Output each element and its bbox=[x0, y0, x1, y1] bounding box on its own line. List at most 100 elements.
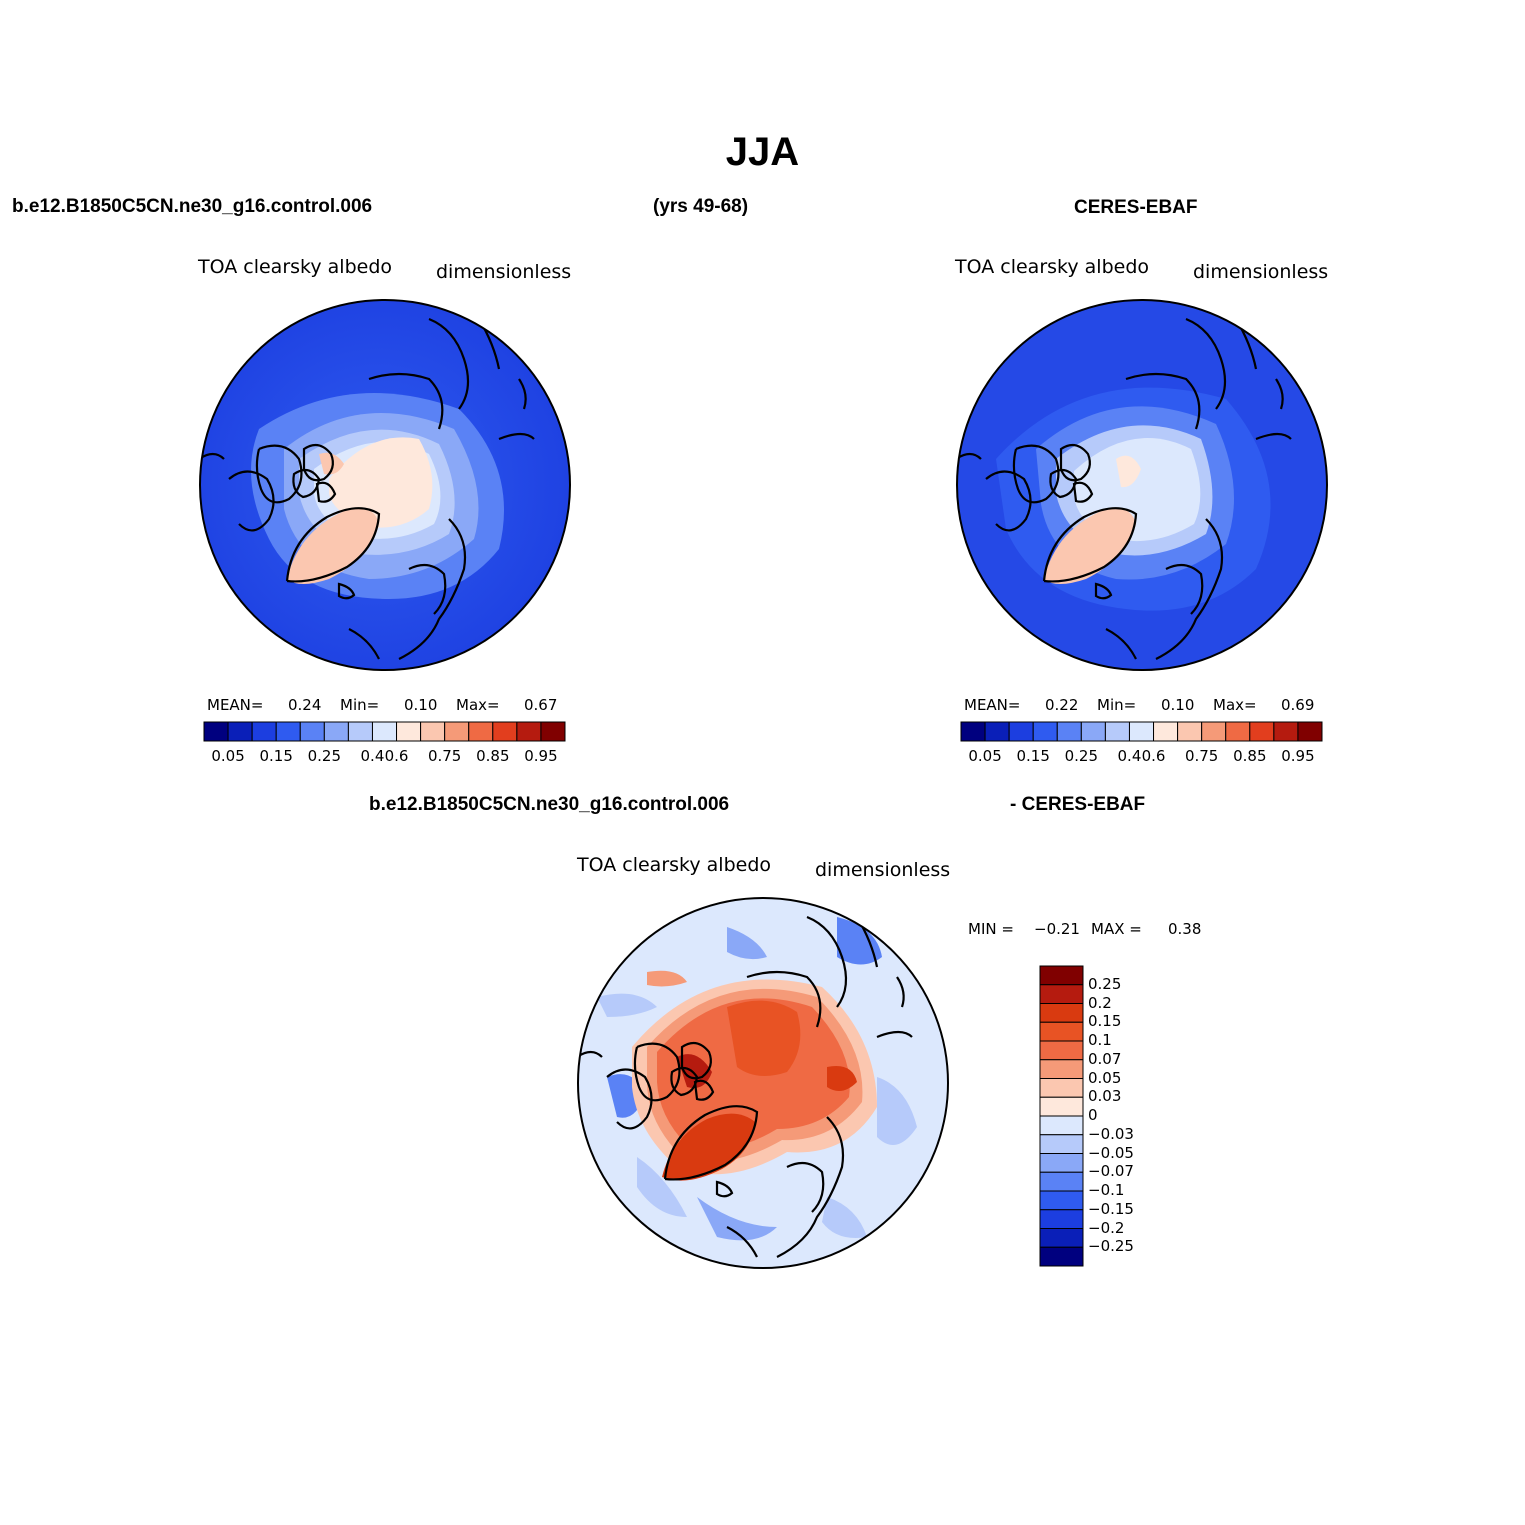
colorbar-swatch bbox=[1039, 1021, 1084, 1042]
colorbar-tick-label: 0.4 bbox=[360, 747, 385, 765]
colorbar-tick-label: −0.07 bbox=[1088, 1162, 1134, 1181]
colorbar-swatch bbox=[420, 721, 446, 742]
colorbar-swatch bbox=[299, 721, 325, 742]
colorbar-swatch bbox=[1273, 721, 1299, 742]
panel2-polar-map bbox=[956, 299, 1328, 671]
colorbar-swatch bbox=[275, 721, 301, 742]
colorbar-tick-label: 0.25 bbox=[307, 747, 342, 765]
panel1-units: dimensionless bbox=[436, 261, 572, 283]
colorbar-swatch bbox=[396, 721, 422, 742]
colorbar-tick-label: 0.05 bbox=[968, 747, 1002, 765]
colorbar-swatch bbox=[1039, 1228, 1084, 1248]
colorbar-swatch bbox=[1039, 1134, 1084, 1154]
panel2-max-label: Max= bbox=[1213, 696, 1257, 714]
panel2-variable: TOA clearsky albedo bbox=[955, 256, 1149, 278]
colorbar-tick-label: 0.95 bbox=[524, 747, 558, 765]
colorbar-swatch bbox=[371, 721, 398, 742]
diff-max-value: 0.38 bbox=[1168, 920, 1202, 938]
diff-obs-name-label: - CERES-EBAF bbox=[1010, 794, 1146, 815]
colorbar-swatch bbox=[1153, 721, 1179, 742]
colorbar-tick-label: 0.15 bbox=[1088, 1012, 1122, 1031]
diff-polar-map bbox=[577, 897, 949, 1269]
colorbar-swatch bbox=[1039, 1040, 1084, 1061]
colorbar-swatch bbox=[251, 721, 277, 742]
diff-variable: TOA clearsky albedo bbox=[577, 854, 771, 876]
colorbar-tick-label: −0.03 bbox=[1088, 1124, 1134, 1143]
colorbar-tick-label: 0.95 bbox=[1281, 747, 1315, 765]
colorbar-tick-label: 0 bbox=[1088, 1106, 1098, 1124]
colorbar-swatch bbox=[516, 721, 542, 742]
diff-colorbar bbox=[1039, 965, 1084, 1267]
colorbar-swatch bbox=[444, 721, 470, 742]
panel1-min-label: Min= bbox=[340, 696, 380, 714]
colorbar-tick-label: 0.15 bbox=[259, 747, 293, 765]
panel2-mean-value: 0.22 bbox=[1045, 696, 1079, 714]
colorbar-tick-label: 0.85 bbox=[476, 747, 510, 765]
colorbar-swatch bbox=[203, 721, 229, 742]
colorbar-swatch bbox=[1039, 984, 1084, 1004]
colorbar-swatch bbox=[1039, 1059, 1084, 1079]
panel1-mean-value: 0.24 bbox=[288, 696, 322, 714]
panel2-units: dimensionless bbox=[1193, 261, 1329, 283]
colorbar-tick-label: 0.05 bbox=[1088, 1068, 1122, 1087]
colorbar-swatch bbox=[1177, 721, 1203, 742]
colorbar-tick-label: 0.05 bbox=[211, 747, 245, 765]
colorbar-tick-label: 0.25 bbox=[1064, 747, 1099, 765]
panel1-max-label: Max= bbox=[456, 696, 500, 714]
colorbar-swatch bbox=[540, 721, 566, 742]
panel1-mean-label: MEAN= bbox=[207, 696, 264, 714]
colorbar-tick-label: 0.75 bbox=[1184, 747, 1219, 765]
colorbar-swatch bbox=[1039, 965, 1084, 986]
obs-name-label: CERES-EBAF bbox=[1074, 197, 1198, 218]
panel1-max-value: 0.67 bbox=[524, 696, 558, 714]
diff-min-value: −0.21 bbox=[1034, 920, 1080, 938]
colorbar-tick-label: 0.07 bbox=[1088, 1049, 1122, 1068]
panel2-mean-label: MEAN= bbox=[964, 696, 1021, 714]
colorbar-swatch bbox=[1249, 721, 1275, 742]
panel1-polar-map bbox=[199, 299, 571, 671]
diff-min-label: MIN = bbox=[968, 920, 1014, 938]
colorbar-swatch bbox=[1008, 721, 1034, 742]
colorbar-swatch bbox=[323, 721, 349, 742]
colorbar-swatch bbox=[468, 721, 494, 742]
colorbar-tick-label: 0.25 bbox=[1088, 974, 1122, 993]
colorbar-tick-label: 0.15 bbox=[1016, 747, 1050, 765]
colorbar-tick-label: −0.25 bbox=[1088, 1237, 1134, 1256]
diff-units: dimensionless bbox=[815, 859, 951, 881]
colorbar-swatch bbox=[1201, 721, 1227, 742]
colorbar-swatch bbox=[1039, 1246, 1084, 1267]
figure-title: JJA bbox=[725, 130, 800, 174]
panel2-max-value: 0.69 bbox=[1281, 696, 1315, 714]
colorbar-swatch bbox=[1039, 1153, 1084, 1173]
colorbar-swatch bbox=[1039, 1115, 1084, 1136]
diff-max-label: MAX = bbox=[1091, 920, 1142, 938]
colorbar-tick-label: 0.1 bbox=[1088, 1031, 1112, 1049]
panel2-min-label: Min= bbox=[1097, 696, 1137, 714]
colorbar-swatch bbox=[1039, 1209, 1084, 1229]
colorbar-swatch bbox=[1128, 721, 1155, 742]
colorbar-tick-label: 0.03 bbox=[1088, 1087, 1122, 1106]
colorbar-swatch bbox=[984, 721, 1010, 742]
panel1-colorbar bbox=[203, 721, 566, 742]
colorbar-swatch bbox=[1032, 721, 1058, 742]
colorbar-tick-label: −0.2 bbox=[1088, 1218, 1125, 1237]
colorbar-swatch bbox=[227, 721, 253, 742]
colorbar-swatch bbox=[1080, 721, 1106, 742]
colorbar-swatch bbox=[1297, 721, 1323, 742]
colorbar-tick-label: 0.4 bbox=[1117, 747, 1142, 765]
colorbar-tick-label: 0.6 bbox=[384, 747, 409, 765]
colorbar-tick-label: 0.6 bbox=[1141, 747, 1166, 765]
colorbar-tick-label: −0.1 bbox=[1088, 1181, 1125, 1199]
case-name-label: b.e12.B1850C5CN.ne30_g16.control.006 bbox=[12, 196, 373, 217]
diff-case-name-label: b.e12.B1850C5CN.ne30_g16.control.006 bbox=[369, 794, 730, 815]
colorbar-tick-label: 0.2 bbox=[1088, 993, 1112, 1012]
years-label: (yrs 49-68) bbox=[653, 196, 749, 217]
colorbar-swatch bbox=[1056, 721, 1082, 742]
colorbar-swatch bbox=[1104, 721, 1130, 742]
colorbar-swatch bbox=[1039, 1171, 1084, 1192]
colorbar-swatch bbox=[492, 721, 518, 742]
panel1-min-value: 0.10 bbox=[404, 696, 438, 714]
panel2-colorbar bbox=[960, 721, 1323, 742]
colorbar-tick-label: 0.85 bbox=[1233, 747, 1267, 765]
colorbar-swatch bbox=[347, 721, 373, 742]
